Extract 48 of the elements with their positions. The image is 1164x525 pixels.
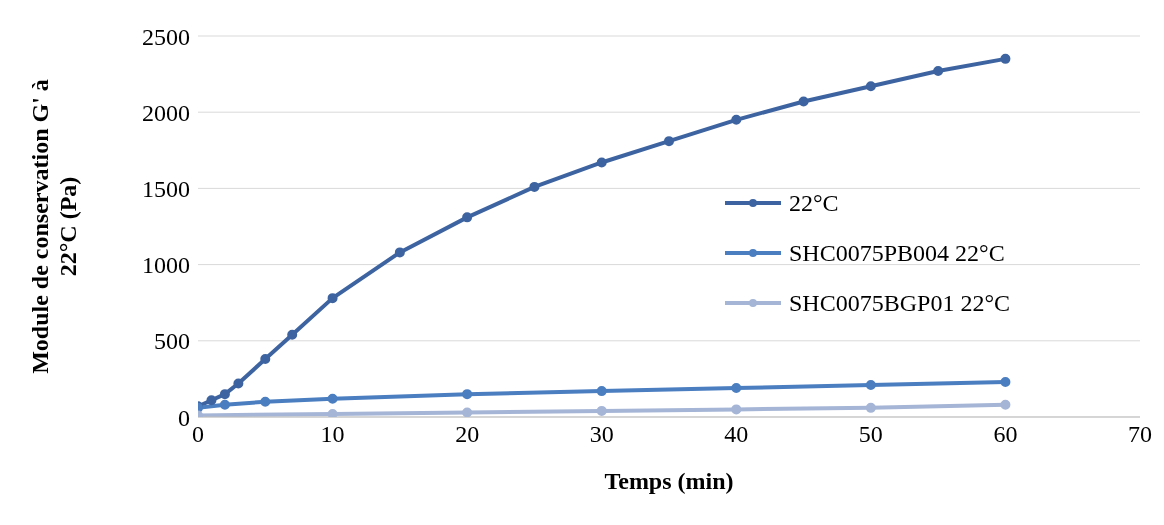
point — [731, 114, 742, 125]
point — [233, 378, 244, 389]
point — [394, 247, 405, 258]
point — [462, 212, 473, 223]
point — [865, 402, 876, 413]
point — [219, 399, 230, 410]
point — [529, 181, 540, 192]
point — [1000, 53, 1011, 64]
x-tick-label: 70 — [1128, 421, 1152, 448]
y-tick-label: 1000 — [142, 252, 190, 279]
x-tick-label: 10 — [320, 421, 345, 448]
point — [731, 404, 742, 415]
point — [731, 383, 742, 394]
y-tick-label: 2500 — [142, 23, 190, 50]
x-tick-label: 60 — [993, 421, 1018, 448]
point — [327, 393, 338, 404]
x-tick-label: 30 — [589, 421, 614, 448]
point — [596, 386, 607, 397]
point — [260, 354, 271, 365]
x-tick-label: 20 — [455, 421, 480, 448]
point — [798, 96, 809, 107]
legend-label: SHC0075PB004 22°C — [789, 239, 1005, 267]
legend-label: SHC0075BGP01 22°C — [789, 289, 1010, 317]
point — [219, 389, 230, 400]
point — [1000, 376, 1011, 387]
point — [327, 408, 338, 417]
point — [865, 81, 876, 92]
y-axis-title: Module de conservation G' à 22°C (Pa) — [27, 79, 81, 374]
legend-label: 22°C — [789, 189, 839, 217]
x-axis-title: Temps (min) — [604, 468, 734, 494]
point — [327, 293, 338, 304]
y-tick-label: 500 — [154, 328, 190, 355]
x-tick-label: 40 — [724, 421, 749, 448]
point — [865, 380, 876, 390]
point — [664, 136, 674, 147]
point — [287, 329, 298, 340]
point — [462, 407, 473, 417]
point — [596, 405, 607, 416]
x-tick-label: 50 — [858, 421, 883, 448]
point — [260, 396, 271, 407]
point — [462, 389, 473, 400]
y-tick-label: 0 — [178, 404, 190, 431]
y-tick-label: 2000 — [142, 99, 190, 126]
point — [596, 157, 607, 168]
point — [1000, 399, 1011, 410]
y-tick-label: 1500 — [142, 175, 190, 202]
point — [206, 395, 217, 406]
point — [933, 66, 944, 77]
